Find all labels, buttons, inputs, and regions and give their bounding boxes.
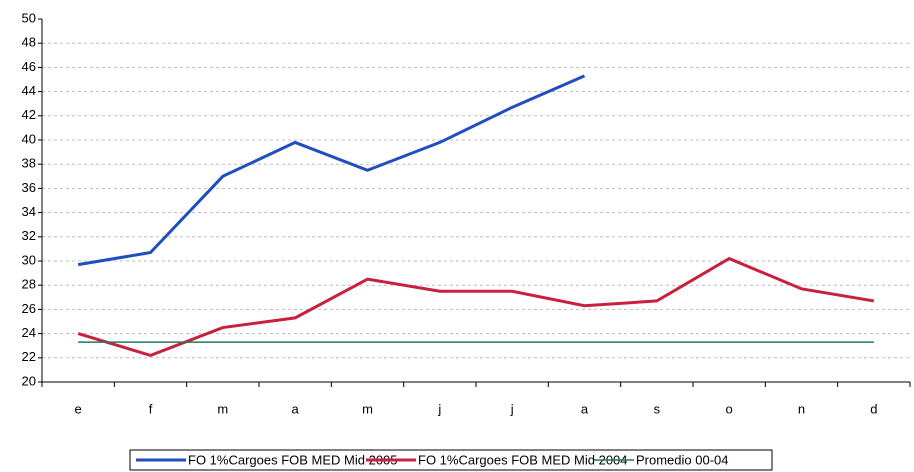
- y-tick-label: 32: [22, 228, 36, 243]
- y-tick-label: 30: [22, 252, 36, 267]
- x-tick-label: m: [362, 401, 373, 416]
- x-tick-label: d: [870, 401, 877, 416]
- legend-box: [129, 449, 773, 471]
- y-tick-label: 26: [22, 301, 36, 316]
- x-tick-label: e: [75, 401, 82, 416]
- x-tick-label: m: [217, 401, 228, 416]
- y-tick-label: 24: [22, 325, 36, 340]
- y-tick-label: 48: [22, 35, 36, 50]
- y-tick-label: 22: [22, 349, 36, 364]
- y-tick-label: 34: [22, 204, 36, 219]
- x-tick-label: j: [510, 401, 514, 416]
- x-tick-label: a: [292, 401, 300, 416]
- x-tick-label: o: [726, 401, 733, 416]
- y-tick-label: 20: [22, 373, 36, 388]
- x-tick-label: a: [581, 401, 589, 416]
- legend-label: FO 1%Cargoes FOB MED Mid 2004: [418, 452, 628, 467]
- y-tick-label: 44: [22, 83, 36, 98]
- series-line: [77, 74, 586, 267]
- y-tick-label: 38: [22, 156, 36, 171]
- legend-label: FO 1%Cargoes FOB MED Mid 2005: [188, 452, 398, 467]
- y-tick-label: 40: [22, 131, 36, 146]
- x-tick-label: n: [798, 401, 805, 416]
- y-tick-label: 50: [22, 10, 36, 25]
- y-tick-label: 28: [22, 277, 36, 292]
- series-line: [77, 256, 875, 357]
- x-tick-label: s: [654, 401, 661, 416]
- x-tick-label: j: [437, 401, 441, 416]
- legend-label: Promedio 00-04: [636, 452, 729, 467]
- y-tick-label: 42: [22, 107, 36, 122]
- x-tick-label: f: [149, 401, 153, 416]
- y-tick-label: 36: [22, 180, 36, 195]
- y-tick-label: 46: [22, 59, 36, 74]
